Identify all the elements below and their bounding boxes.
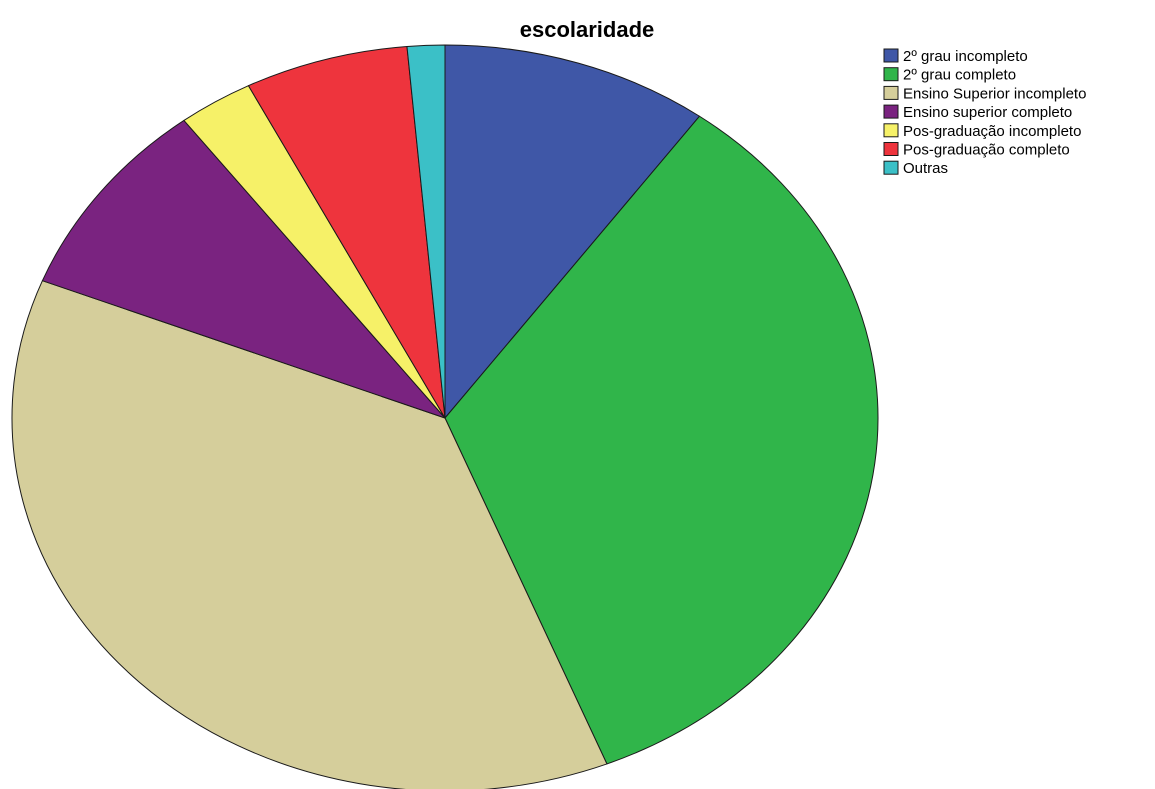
legend-label-1: 2º grau incompleto <box>903 48 1028 65</box>
legend-swatch-6 <box>883 142 899 156</box>
legend-label-4: Ensino superior completo <box>903 104 1072 121</box>
legend-label-7: Outras <box>903 160 948 177</box>
pie-slice-7 <box>406 44 446 419</box>
legend-label-6: Pos-graduação completo <box>903 142 1070 159</box>
legend-swatch-3 <box>883 85 899 100</box>
legend-label-2: 2º grau completo <box>903 67 1016 84</box>
legend-swatch-2 <box>883 67 899 82</box>
legend-swatch-1 <box>883 48 899 63</box>
pie-slice-3 <box>11 280 608 789</box>
legend-swatch-4 <box>883 104 899 119</box>
chart-title: escolaridade <box>520 17 655 42</box>
legend-swatch-7 <box>883 160 899 175</box>
pie-slices <box>11 44 879 789</box>
pie-slice-1 <box>444 44 701 419</box>
legend-label-5: Pos-graduação incompleto <box>903 123 1081 140</box>
pie-slice-6 <box>247 45 446 419</box>
pie-slice-4 <box>41 119 446 419</box>
legend-swatch-5 <box>883 123 899 138</box>
legend-label-3: Ensino Superior incompleto <box>903 85 1086 102</box>
pie-slice-2 <box>444 115 879 765</box>
